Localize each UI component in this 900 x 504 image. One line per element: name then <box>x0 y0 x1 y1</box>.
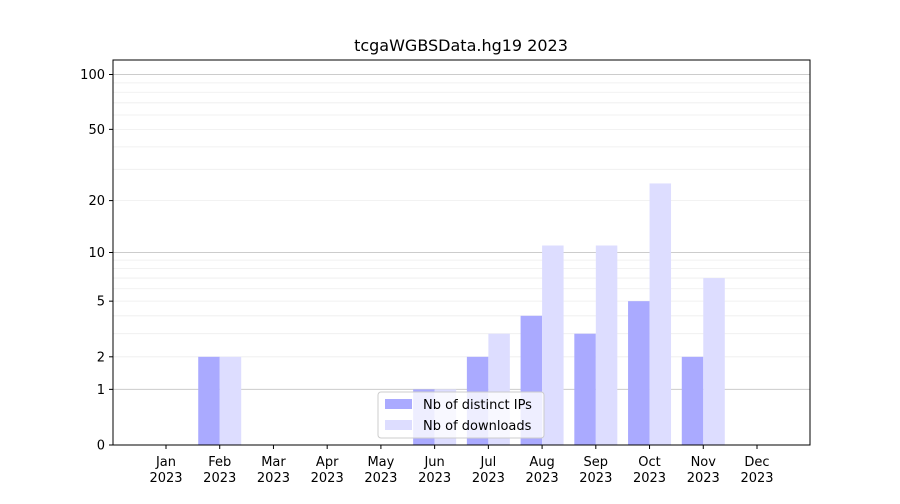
x-tick-label-month: May <box>367 455 394 470</box>
x-tick-label-year: 2023 <box>687 471 720 486</box>
y-tick-label: 20 <box>88 194 105 209</box>
bar-downloads <box>595 245 618 445</box>
x-tick-label-year: 2023 <box>257 471 290 486</box>
bar-distinct-ips <box>681 356 704 445</box>
x-tick-label-month: Dec <box>744 455 769 470</box>
bar-downloads <box>542 245 564 445</box>
x-tick-label-month: Feb <box>208 455 231 470</box>
y-tick-label: 0 <box>97 439 105 454</box>
x-tick-label-year: 2023 <box>311 471 344 486</box>
x-tick-label-year: 2023 <box>526 471 559 486</box>
x-tick-label-month: Oct <box>638 455 660 470</box>
legend-swatch <box>385 399 412 409</box>
legend-box <box>377 391 545 439</box>
bar-distinct-ips <box>628 301 650 445</box>
x-tick-label-year: 2023 <box>203 471 236 486</box>
legend: Nb of distinct IPs Nb of downloads <box>377 391 545 439</box>
y-tick-label: 100 <box>80 68 105 83</box>
bar-downloads <box>219 356 242 445</box>
x-tick-label-year: 2023 <box>364 471 397 486</box>
x-tick-label-year: 2023 <box>740 471 773 486</box>
chart-title: tcgaWGBSData.hg19 2023 <box>354 36 568 55</box>
x-tick-label-month: Jul <box>480 455 497 470</box>
y-tick-label: 50 <box>88 123 105 138</box>
x-tick-label-month: Apr <box>316 455 339 470</box>
y-axis: 0 1 2 5 10 20 50 100 <box>80 68 113 454</box>
y-tick-label: 5 <box>97 295 105 310</box>
x-tick-label-month: Jun <box>423 455 444 470</box>
grid-lines <box>113 74 810 390</box>
legend-label: Nb of distinct IPs <box>423 398 532 413</box>
x-tick-label-month: Sep <box>584 455 609 470</box>
x-tick-label-month: Jan <box>155 455 176 470</box>
x-tick-label-year: 2023 <box>472 471 505 486</box>
bar-distinct-ips <box>198 356 220 445</box>
legend-label: Nb of downloads <box>423 419 532 434</box>
y-tick-label: 1 <box>97 383 105 398</box>
x-tick-label-year: 2023 <box>149 471 182 486</box>
x-tick-label-month: Nov <box>691 455 717 470</box>
x-tick-label-year: 2023 <box>579 471 612 486</box>
x-tick-label-month: Aug <box>529 455 554 470</box>
x-tick-label-year: 2023 <box>633 471 666 486</box>
y-tick-label: 10 <box>88 246 105 261</box>
bar-downloads <box>703 278 725 445</box>
x-tick-label-month: Mar <box>261 455 286 470</box>
bar-downloads <box>649 183 672 445</box>
y-tick-label: 2 <box>97 350 105 365</box>
bar-distinct-ips <box>574 333 596 445</box>
x-axis: Jan2023Feb2023Mar2023Apr2023May2023Jun20… <box>149 445 774 486</box>
legend-swatch <box>385 420 412 430</box>
x-tick-label-year: 2023 <box>418 471 451 486</box>
